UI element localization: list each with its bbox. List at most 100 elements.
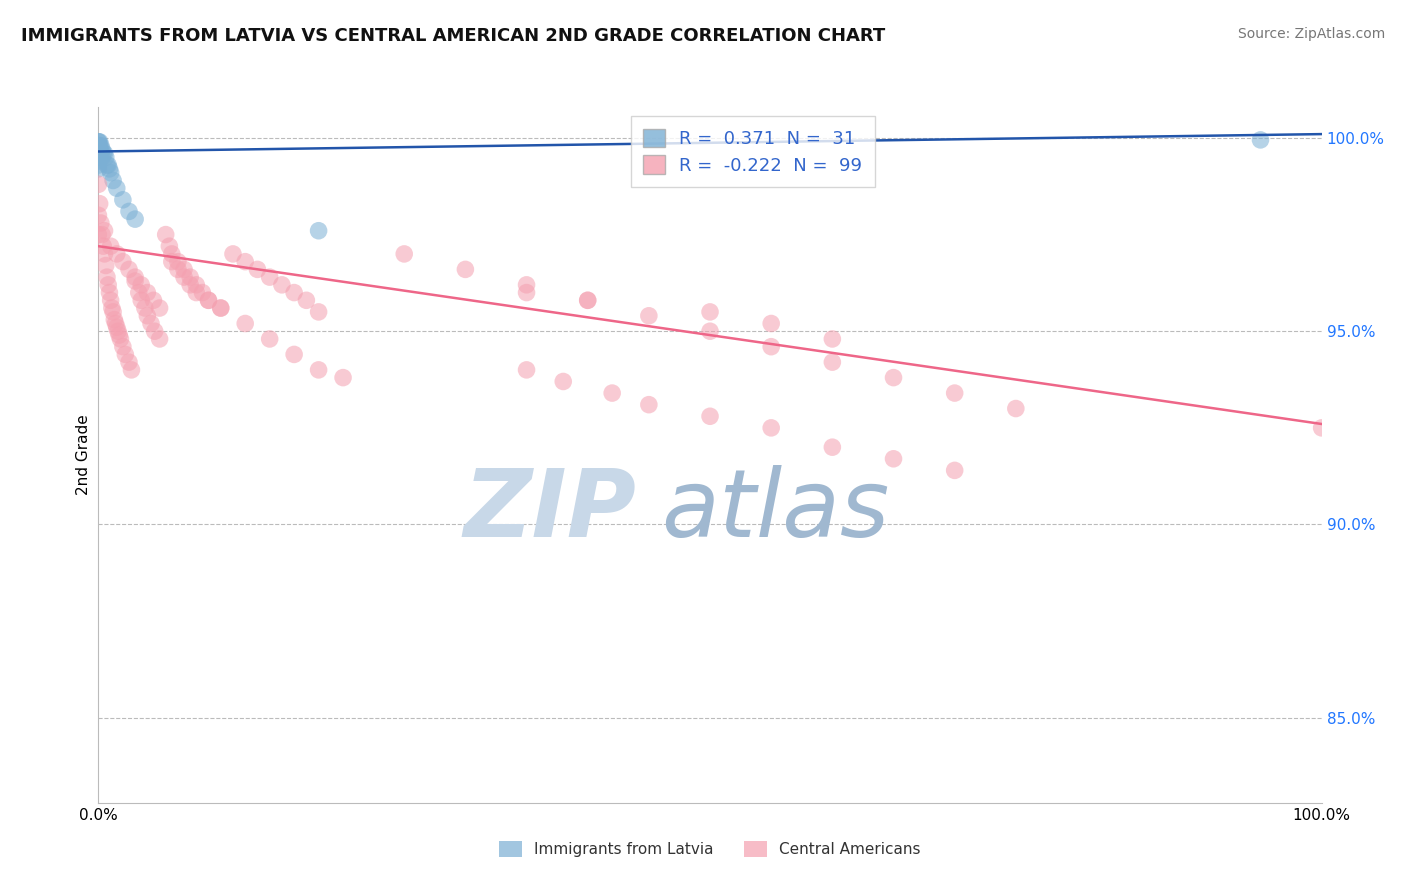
Point <box>173 270 195 285</box>
Point <box>87 154 110 169</box>
Point <box>576 293 599 308</box>
Point <box>91 143 114 157</box>
Point <box>87 161 110 176</box>
Point <box>111 193 134 207</box>
Point <box>104 317 127 331</box>
Point <box>283 285 305 300</box>
Point <box>120 363 142 377</box>
Point <box>107 324 129 338</box>
Point <box>295 293 318 308</box>
Y-axis label: 2nd Grade: 2nd Grade <box>76 415 91 495</box>
Point <box>91 239 114 253</box>
Point <box>91 150 114 164</box>
Point <box>129 293 152 308</box>
Point <box>576 293 599 308</box>
Point <box>100 166 122 180</box>
Point <box>186 277 208 292</box>
Point <box>87 227 110 242</box>
Point <box>173 262 195 277</box>
Text: Source: ZipAtlas.com: Source: ZipAtlas.com <box>1237 27 1385 41</box>
Point <box>100 293 122 308</box>
Point <box>96 270 118 285</box>
Point <box>101 305 124 319</box>
Point <box>638 398 661 412</box>
Point <box>98 285 121 300</box>
Point <box>553 375 575 389</box>
Point <box>761 317 783 331</box>
Point <box>87 208 110 222</box>
Point <box>308 363 330 377</box>
Point <box>87 178 110 192</box>
Point <box>142 293 165 308</box>
Point <box>97 277 120 292</box>
Point <box>114 347 136 361</box>
Point <box>87 135 110 149</box>
Point <box>600 386 623 401</box>
Point <box>515 363 537 377</box>
Point <box>186 285 208 300</box>
Point <box>89 146 111 161</box>
Point <box>100 239 122 253</box>
Point <box>197 293 219 308</box>
Point <box>87 158 110 172</box>
Point <box>259 270 281 285</box>
Point <box>87 150 110 164</box>
Point <box>883 451 905 466</box>
Point <box>179 277 201 292</box>
Point <box>821 332 844 346</box>
Point <box>94 259 117 273</box>
Point <box>761 340 783 354</box>
Point <box>1004 401 1026 416</box>
Point <box>105 181 128 195</box>
Point <box>209 301 232 315</box>
Point <box>283 347 305 361</box>
Point <box>821 440 844 454</box>
Point <box>94 150 117 164</box>
Point <box>101 301 124 315</box>
Point <box>128 285 150 300</box>
Point <box>129 277 152 292</box>
Point <box>259 332 281 346</box>
Point <box>105 247 128 261</box>
Point <box>332 370 354 384</box>
Point <box>197 293 219 308</box>
Point <box>89 143 111 157</box>
Point <box>136 309 159 323</box>
Point <box>821 355 844 369</box>
Point <box>209 301 232 315</box>
Point <box>943 386 966 401</box>
Point <box>90 138 112 153</box>
Point <box>270 277 294 292</box>
Point <box>699 324 721 338</box>
Legend: Immigrants from Latvia, Central Americans: Immigrants from Latvia, Central American… <box>492 833 928 864</box>
Point <box>97 158 120 172</box>
Point <box>105 320 128 334</box>
Point <box>96 158 118 172</box>
Point <box>91 227 114 242</box>
Point <box>222 247 245 261</box>
Point <box>93 247 115 261</box>
Point <box>89 135 111 149</box>
Point <box>87 135 110 149</box>
Text: IMMIGRANTS FROM LATVIA VS CENTRAL AMERICAN 2ND GRADE CORRELATION CHART: IMMIGRANTS FROM LATVIA VS CENTRAL AMERIC… <box>21 27 886 45</box>
Point <box>93 224 115 238</box>
Point <box>699 409 721 424</box>
Point <box>167 254 190 268</box>
Point <box>87 146 110 161</box>
Point <box>124 274 146 288</box>
Point <box>143 324 166 338</box>
Point <box>179 270 201 285</box>
Point <box>89 196 111 211</box>
Point <box>134 301 156 315</box>
Point <box>157 239 180 253</box>
Point <box>87 138 110 153</box>
Point <box>1310 421 1333 435</box>
Point <box>108 328 131 343</box>
Point <box>149 332 172 346</box>
Point <box>118 355 141 369</box>
Point <box>93 146 115 161</box>
Point <box>454 262 477 277</box>
Point <box>124 270 146 285</box>
Point <box>233 317 256 331</box>
Point <box>111 254 134 268</box>
